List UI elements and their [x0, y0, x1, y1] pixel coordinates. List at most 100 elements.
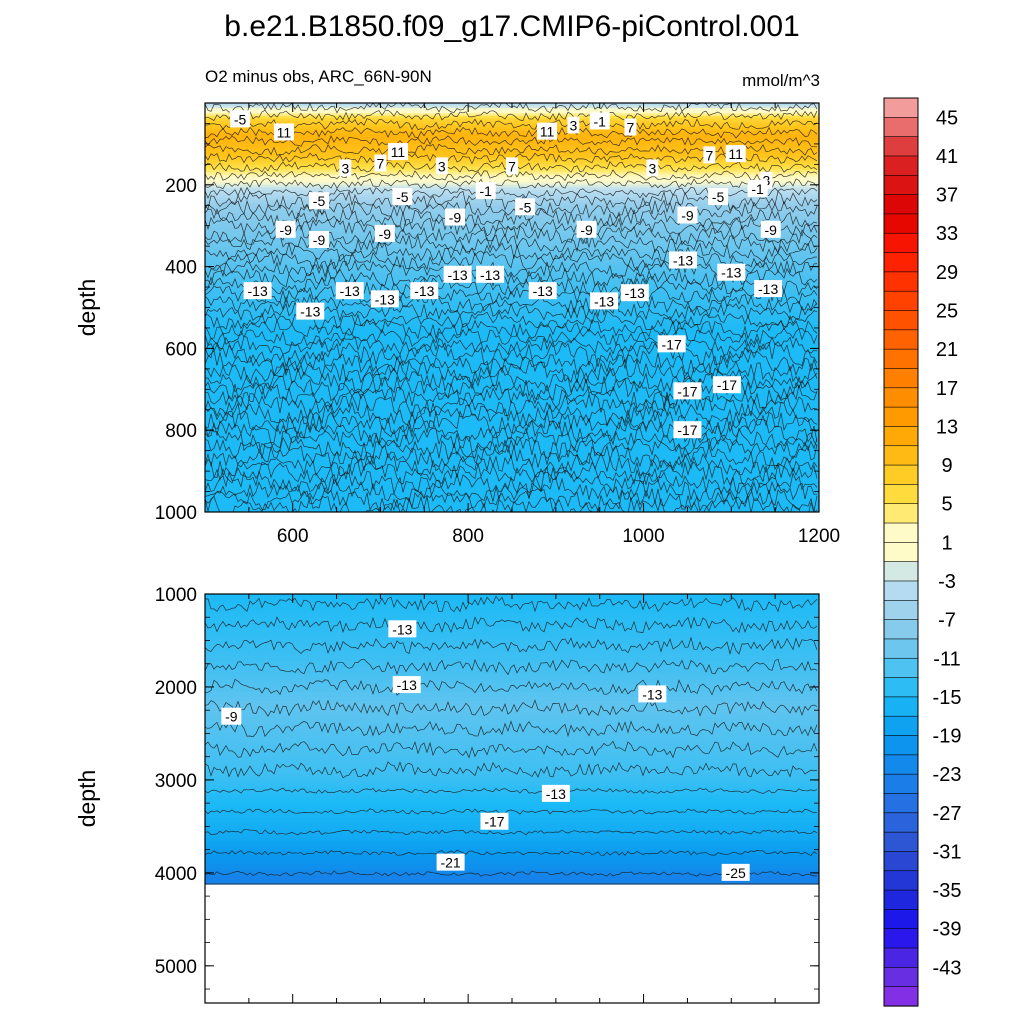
contour-label: 7 — [374, 154, 387, 172]
depth-band — [205, 662, 819, 666]
contour-label-text: -13 — [546, 786, 566, 802]
contour-line — [205, 118, 818, 131]
figure-title: b.e21.B1850.f09_g17.CMIP6-piControl.001 — [224, 10, 799, 43]
depth-band — [205, 241, 819, 245]
contour-label: -9 — [444, 208, 465, 226]
depth-band — [205, 430, 819, 434]
depth-band — [205, 719, 819, 722]
colorbar-cell — [883, 599, 919, 621]
depth-band — [205, 855, 819, 858]
depth-band — [205, 626, 819, 630]
depth-band — [205, 690, 819, 693]
depth-band — [205, 384, 819, 388]
depth-band — [205, 630, 819, 633]
contour-label-text: -17 — [677, 422, 697, 438]
depth-band — [205, 766, 819, 769]
contour-label: -21 — [436, 853, 465, 871]
depth-band — [205, 501, 819, 505]
contour-line — [205, 233, 818, 254]
contour-label-box — [387, 143, 408, 161]
contour-line — [205, 469, 818, 496]
contour-line — [205, 699, 818, 717]
depth-band — [205, 740, 819, 744]
x-tick-label: 600 — [277, 526, 309, 547]
depth-band — [205, 338, 819, 342]
colorbar-cell — [883, 696, 919, 717]
contour-label: -1 — [589, 112, 610, 130]
contour-label-text: -13 — [625, 285, 645, 301]
contour-label: -13 — [754, 280, 783, 298]
contour-label: -17 — [480, 812, 509, 830]
depth-band — [205, 200, 819, 204]
contour-label: -13 — [335, 282, 364, 300]
colorbar-label: 21 — [936, 339, 958, 361]
contour-label-text: -13 — [414, 283, 434, 299]
depth-band — [205, 310, 819, 314]
contour-line — [205, 426, 818, 453]
depth-band — [205, 744, 819, 747]
contour-label: -13 — [443, 265, 472, 283]
depth-band — [205, 110, 819, 114]
colorbar-cell — [883, 522, 919, 543]
depth-band — [205, 422, 819, 426]
contour-label-box — [443, 265, 472, 283]
depth-band — [205, 731, 819, 735]
contour-label: -13 — [590, 292, 619, 310]
y-tick-label: 5000 — [155, 957, 197, 978]
depth-band — [205, 345, 819, 349]
depth-band — [205, 281, 819, 286]
contour-label: -13 — [638, 685, 667, 703]
contour-label-box — [673, 382, 702, 400]
depth-band — [205, 340, 819, 344]
contour-label-box — [476, 265, 505, 283]
depth-band — [205, 710, 819, 713]
depth-band — [205, 797, 819, 800]
depth-band — [205, 768, 819, 771]
contour-label: -5 — [392, 188, 413, 206]
depth-band — [205, 455, 819, 459]
contour-label-text: -9 — [379, 226, 392, 242]
contour-line — [205, 335, 818, 356]
depth-band — [205, 133, 819, 137]
depth-band — [205, 312, 819, 316]
depth-band — [205, 824, 819, 827]
colorbar-cell — [883, 464, 919, 485]
contour-line — [205, 259, 818, 279]
contour-label-text: -9 — [225, 709, 238, 725]
colorbar-cell — [883, 870, 919, 891]
contour-label-text: -17 — [677, 383, 697, 399]
contour-label: 11 — [387, 143, 408, 161]
y-tick-label: 3000 — [155, 771, 197, 792]
depth-band — [205, 258, 819, 263]
colorbar-cell — [883, 97, 919, 118]
depth-band — [205, 853, 819, 856]
contour-line — [205, 761, 818, 779]
depth-band — [205, 266, 819, 270]
contour-label-box — [669, 251, 698, 269]
depth-band — [205, 606, 819, 610]
depth-band — [205, 187, 819, 191]
contour-label-text: 7 — [377, 156, 385, 172]
depth-band — [205, 648, 819, 651]
contour-label: -13 — [717, 263, 746, 281]
depth-band — [205, 373, 819, 378]
depth-band — [205, 677, 819, 680]
depth-band — [205, 189, 819, 194]
contour-label-box — [335, 282, 364, 300]
contour-label-box — [275, 220, 296, 238]
depth-band — [205, 621, 819, 624]
depth-band — [205, 827, 819, 831]
contour-label: -9 — [275, 220, 296, 238]
contour-label-text: -9 — [580, 222, 593, 238]
depth-band — [205, 704, 819, 707]
colorbar-label: 41 — [936, 146, 958, 168]
contour-label: 11 — [725, 145, 746, 163]
contour-label: 7 — [703, 146, 716, 164]
units-label: mmol/m^3 — [742, 71, 820, 90]
depth-band — [205, 483, 819, 488]
depth-band — [205, 849, 819, 852]
contour-label-box — [309, 192, 330, 210]
depth-band — [205, 806, 819, 809]
depth-band — [205, 256, 819, 260]
depth-band — [205, 269, 819, 273]
